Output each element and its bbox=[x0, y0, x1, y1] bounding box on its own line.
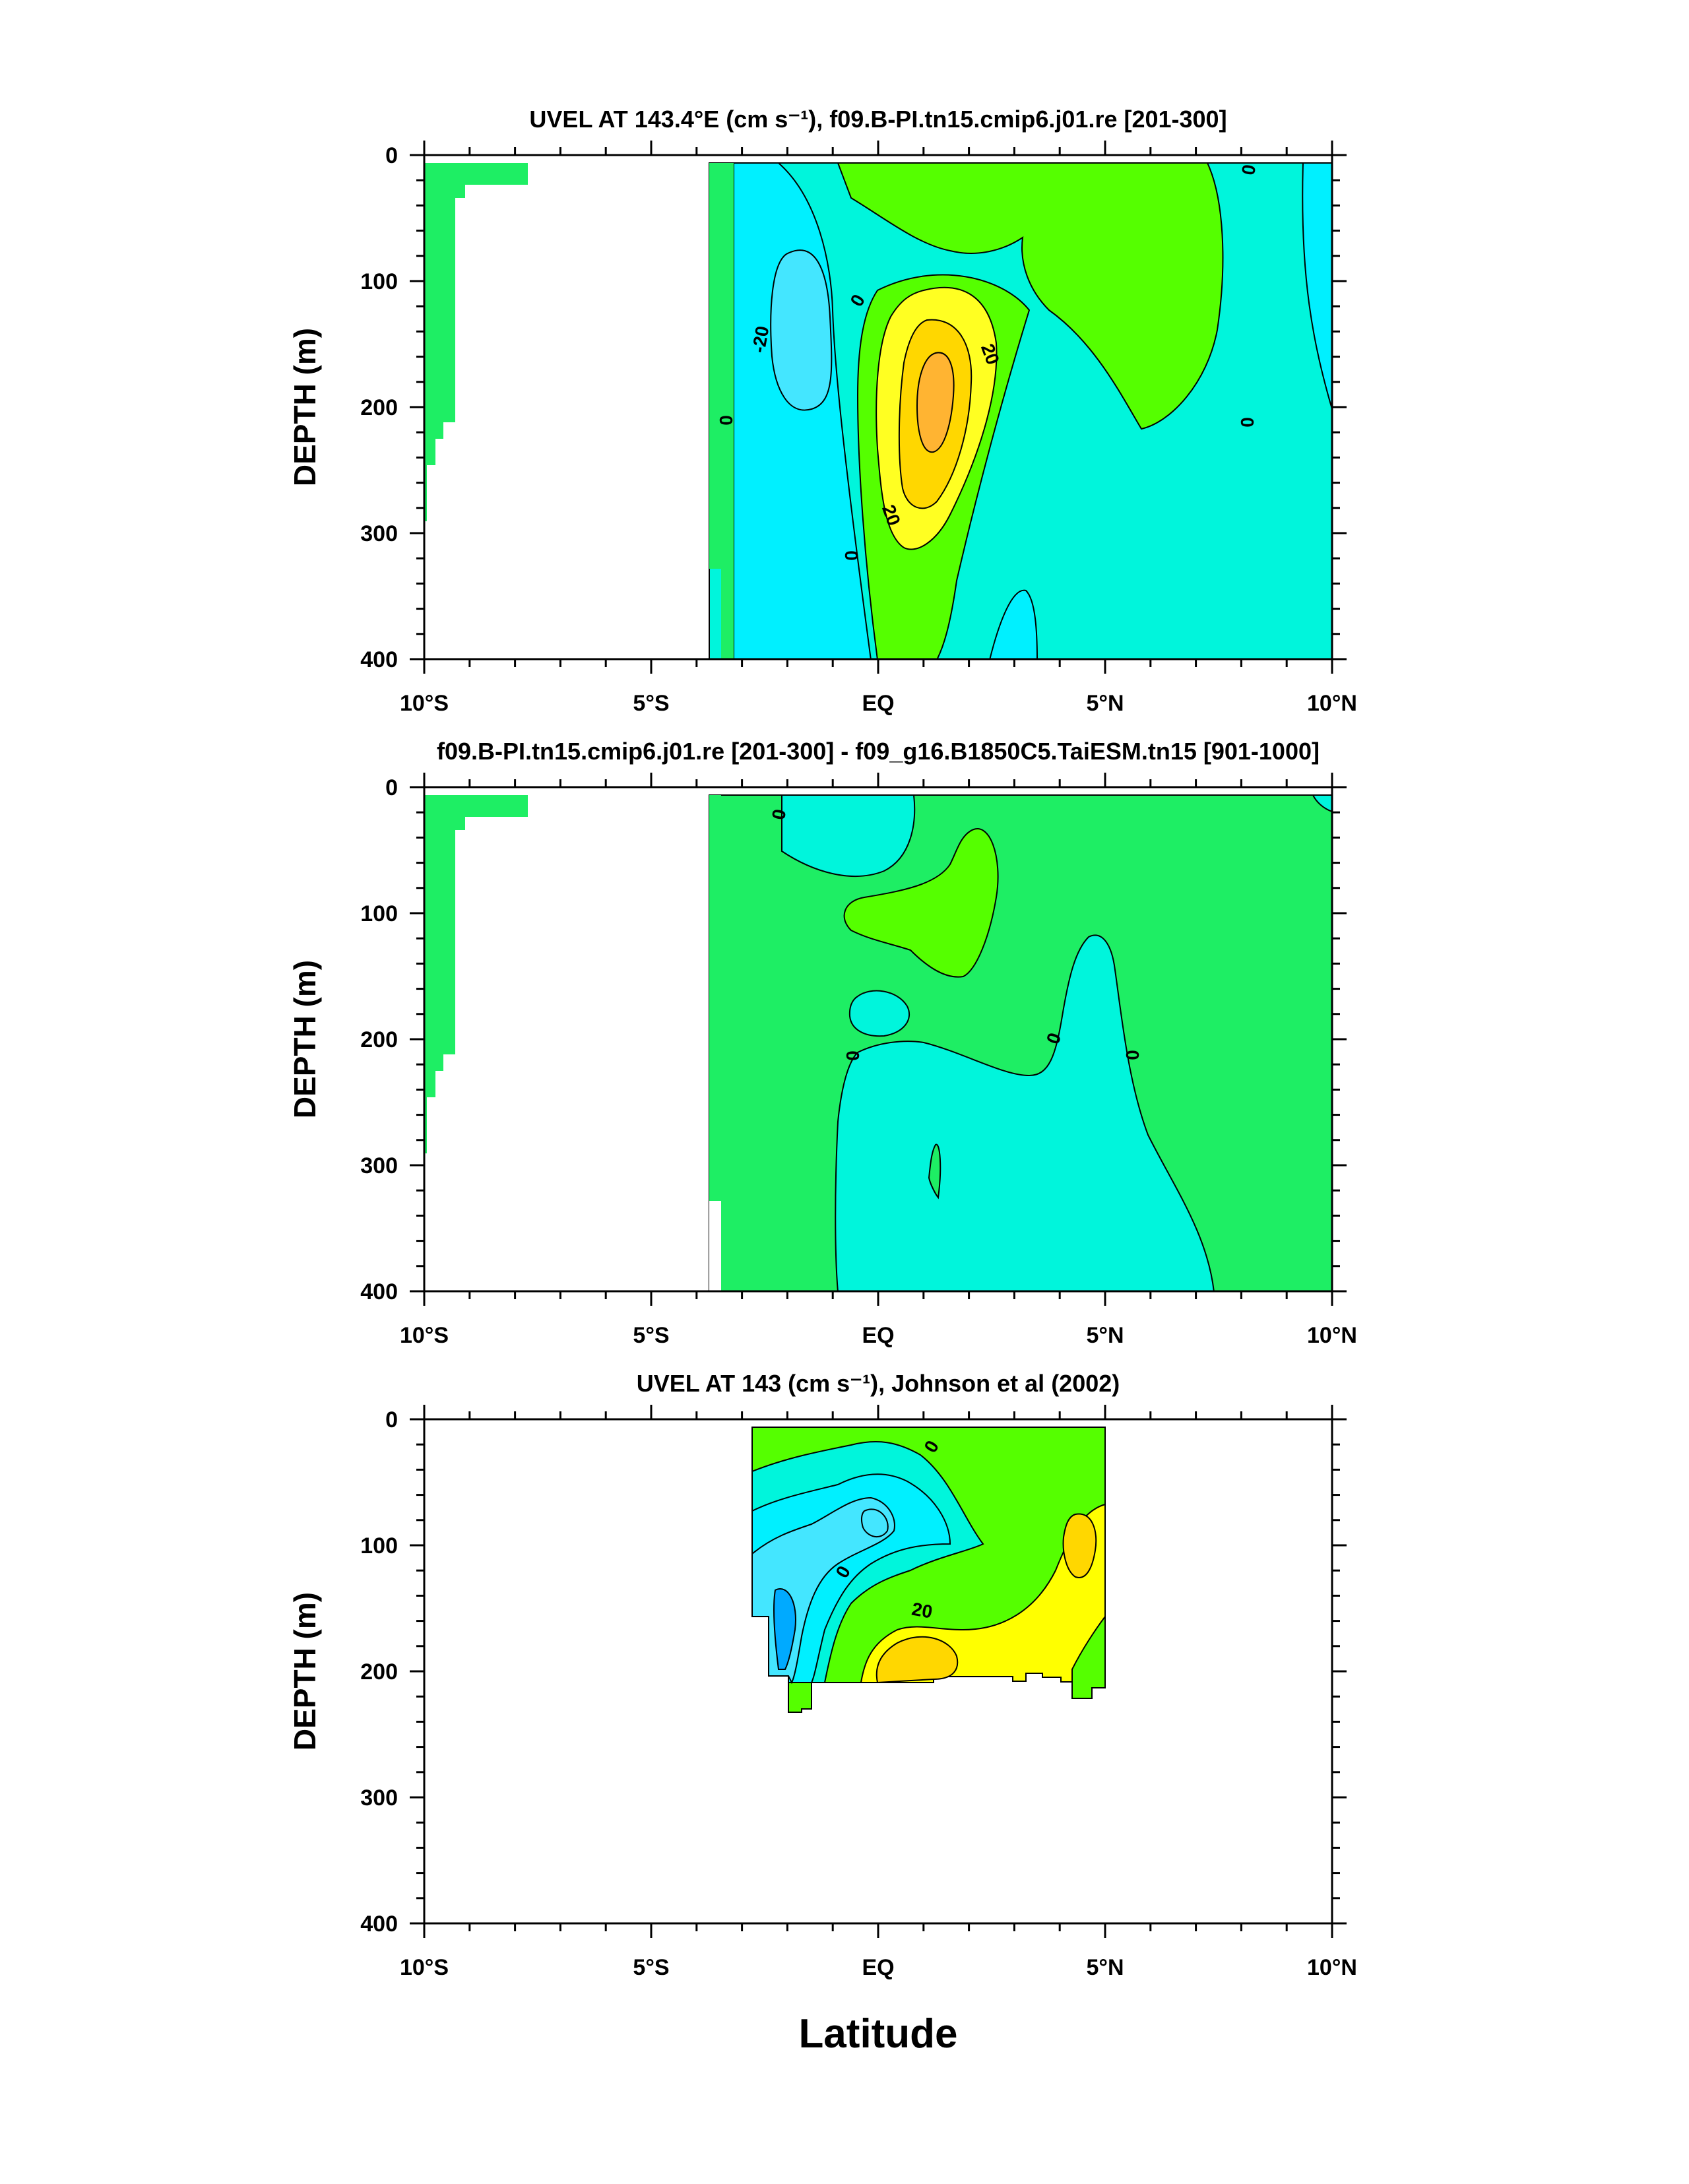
p2-region-ne bbox=[1312, 794, 1332, 813]
x-tick-label: 10°S bbox=[400, 691, 449, 716]
panel-1-axes: 10°S 5°S EQ 5°N 10°N 0 100 200 300 400 bbox=[360, 141, 1357, 716]
p1-land-south bbox=[424, 163, 528, 521]
p1-label-0-a: 0 bbox=[716, 415, 736, 426]
x-tick-label: 5°N bbox=[1086, 691, 1124, 716]
panel-2-contours: 0 0 0 0 bbox=[424, 794, 1332, 1291]
p2-land-coast bbox=[709, 795, 721, 1291]
p1-label-0-d: 0 bbox=[1238, 163, 1259, 177]
p2-region-sliver bbox=[928, 1143, 941, 1200]
y-tick-label: 0 bbox=[385, 1407, 398, 1432]
panel-2-ylabel: DEPTH (m) bbox=[288, 960, 322, 1118]
panel-1-ylabel: DEPTH (m) bbox=[288, 328, 322, 486]
p3-region-30-40-b bbox=[1062, 1513, 1097, 1578]
x-tick-label: EQ bbox=[862, 1955, 894, 1980]
x-tick-label: 10°N bbox=[1307, 691, 1357, 716]
p1-land-coast bbox=[709, 163, 734, 659]
y-tick-label: 300 bbox=[360, 1785, 398, 1811]
panel-2: f09.B-PI.tn15.cmip6.j01.re [201-300] - f… bbox=[288, 738, 1357, 1348]
p2-label-0-b: 0 bbox=[843, 1050, 863, 1061]
x-tick-label: 5°N bbox=[1086, 1323, 1124, 1348]
y-tick-label: 200 bbox=[360, 1659, 398, 1685]
panel-1-contours: -20 0 0 0 0 0 20 20 bbox=[424, 162, 1332, 659]
p1-label-neg20: -20 bbox=[748, 325, 773, 354]
panel-2-axes: 10°S 5°S EQ 5°N 10°N 0 100 200 300 400 bbox=[360, 773, 1357, 1348]
x-tick-label: 5°N bbox=[1086, 1955, 1124, 1980]
y-tick-label: 400 bbox=[360, 1279, 398, 1304]
x-tick-label: 10°N bbox=[1307, 1323, 1357, 1348]
p3-region-30-40-a bbox=[876, 1636, 959, 1684]
p3-region-eddy bbox=[860, 1508, 889, 1537]
y-tick-label: 300 bbox=[360, 521, 398, 546]
x-tick-label: EQ bbox=[862, 691, 894, 716]
p2-label-0-a: 0 bbox=[768, 808, 790, 821]
p1-region-sec-core bbox=[770, 249, 833, 411]
y-tick-label: 300 bbox=[360, 1153, 398, 1178]
x-tick-label: 10°S bbox=[400, 1323, 449, 1348]
y-tick-label: 400 bbox=[360, 647, 398, 672]
x-tick-label: EQ bbox=[862, 1323, 894, 1348]
panel-3-contours: 0 0 20 bbox=[751, 1427, 1106, 1713]
y-tick-label: 100 bbox=[360, 901, 398, 926]
panel-3: UVEL AT 143 (cm s⁻¹), Johnson et al (200… bbox=[288, 1370, 1357, 1980]
y-tick-label: 200 bbox=[360, 1027, 398, 1052]
p2-land-south bbox=[424, 795, 528, 1153]
p2-white-gap bbox=[709, 1201, 721, 1291]
p2-region-bubble bbox=[848, 990, 910, 1037]
p1-region-10-20 bbox=[837, 162, 1224, 430]
y-tick-label: 100 bbox=[360, 1533, 398, 1558]
y-tick-label: 0 bbox=[385, 775, 398, 800]
x-tick-label: 10°N bbox=[1307, 1955, 1357, 1980]
y-tick-label: 400 bbox=[360, 1911, 398, 1937]
x-tick-label: 5°S bbox=[633, 691, 669, 716]
p1-label-0-e: 0 bbox=[1237, 417, 1258, 428]
p1-label-0-b: 0 bbox=[841, 550, 862, 561]
panel-1: UVEL AT 143.4°E (cm s⁻¹), f09.B-PI.tn15.… bbox=[288, 106, 1357, 716]
x-tick-label: 5°S bbox=[633, 1955, 669, 1980]
p2-label-0-d: 0 bbox=[1122, 1050, 1143, 1060]
panel-1-title: UVEL AT 143.4°E (cm s⁻¹), f09.B-PI.tn15.… bbox=[529, 106, 1227, 133]
p2-region-upper-cyan bbox=[781, 794, 916, 878]
y-tick-label: 0 bbox=[385, 143, 398, 168]
y-tick-label: 100 bbox=[360, 269, 398, 294]
p1-region-east-cyan-b bbox=[1302, 162, 1332, 410]
panel-3-title: UVEL AT 143 (cm s⁻¹), Johnson et al (200… bbox=[637, 1370, 1120, 1397]
p3-label-20: 20 bbox=[910, 1599, 934, 1622]
figure-xlabel: Latitude bbox=[798, 2011, 957, 2057]
p2-region-10-20 bbox=[843, 828, 999, 978]
p3-region-neg20 bbox=[773, 1588, 796, 1670]
p2-region-lower-cyan bbox=[835, 934, 1215, 1291]
x-tick-label: 5°S bbox=[633, 1323, 669, 1348]
panel-3-ylabel: DEPTH (m) bbox=[288, 1592, 322, 1750]
panel-3-axes: 10°S 5°S EQ 5°N 10°N 0 100 200 300 400 bbox=[360, 1405, 1357, 1980]
y-tick-label: 200 bbox=[360, 395, 398, 420]
p1-region-core bbox=[916, 352, 955, 453]
panel-2-title: f09.B-PI.tn15.cmip6.j01.re [201-300] - f… bbox=[437, 738, 1320, 765]
p1-region-cyan-tongue bbox=[989, 589, 1038, 659]
x-tick-label: 10°S bbox=[400, 1955, 449, 1980]
